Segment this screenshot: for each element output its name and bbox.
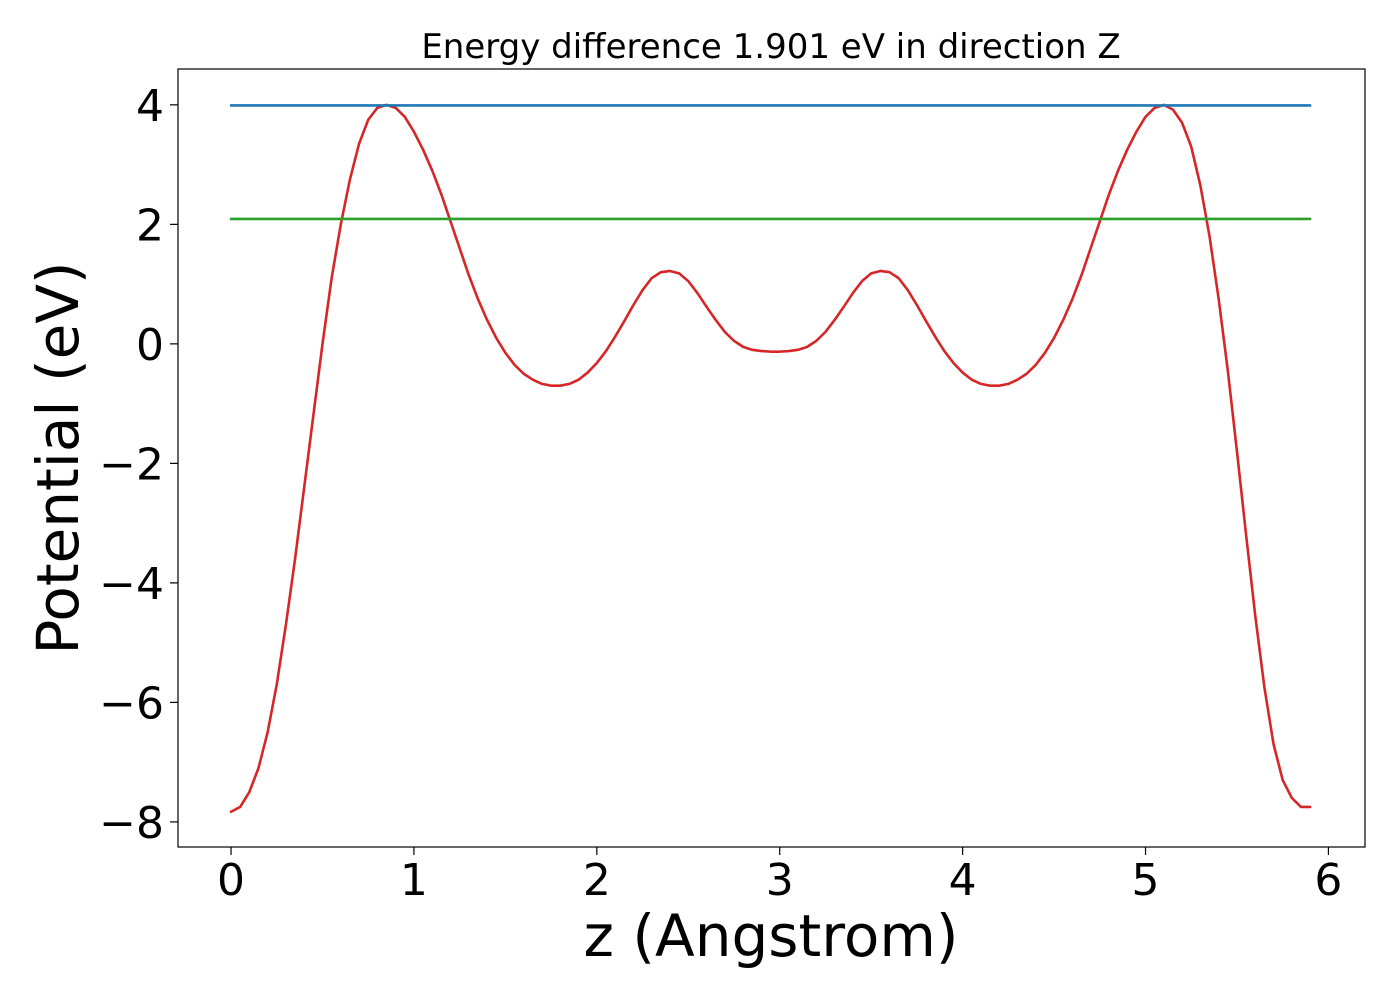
x-tick-label: 0 (217, 855, 245, 906)
y-tick-label: −2 (99, 439, 164, 490)
x-axis-label: z (Angstrom) (584, 902, 959, 970)
y-tick-label: −4 (99, 559, 164, 610)
y-tick-label: −8 (99, 798, 164, 849)
y-tick-label: 0 (136, 320, 164, 371)
x-tick-label: 2 (583, 855, 611, 906)
y-tick-label: 4 (136, 81, 164, 132)
x-axis: 0 1 2 3 4 5 6 (217, 847, 1342, 906)
y-tick-label: 2 (136, 200, 164, 251)
series-line-0 (229, 103, 1312, 814)
x-tick-label: 5 (1132, 855, 1160, 906)
x-tick-label: 4 (949, 855, 977, 906)
y-tick-label: −6 (99, 678, 164, 729)
axes-frame (177, 68, 1366, 848)
x-tick-label: 6 (1314, 855, 1342, 906)
y-axis: −8 −6 −4 −2 0 2 4 (99, 81, 178, 849)
x-tick-label: 1 (400, 855, 428, 906)
chart-title: Energy difference 1.901 eV in direction … (421, 27, 1120, 67)
x-tick-label: 3 (766, 855, 794, 906)
y-axis-label: Potential (eV) (24, 261, 92, 654)
plot-area (229, 103, 1312, 814)
